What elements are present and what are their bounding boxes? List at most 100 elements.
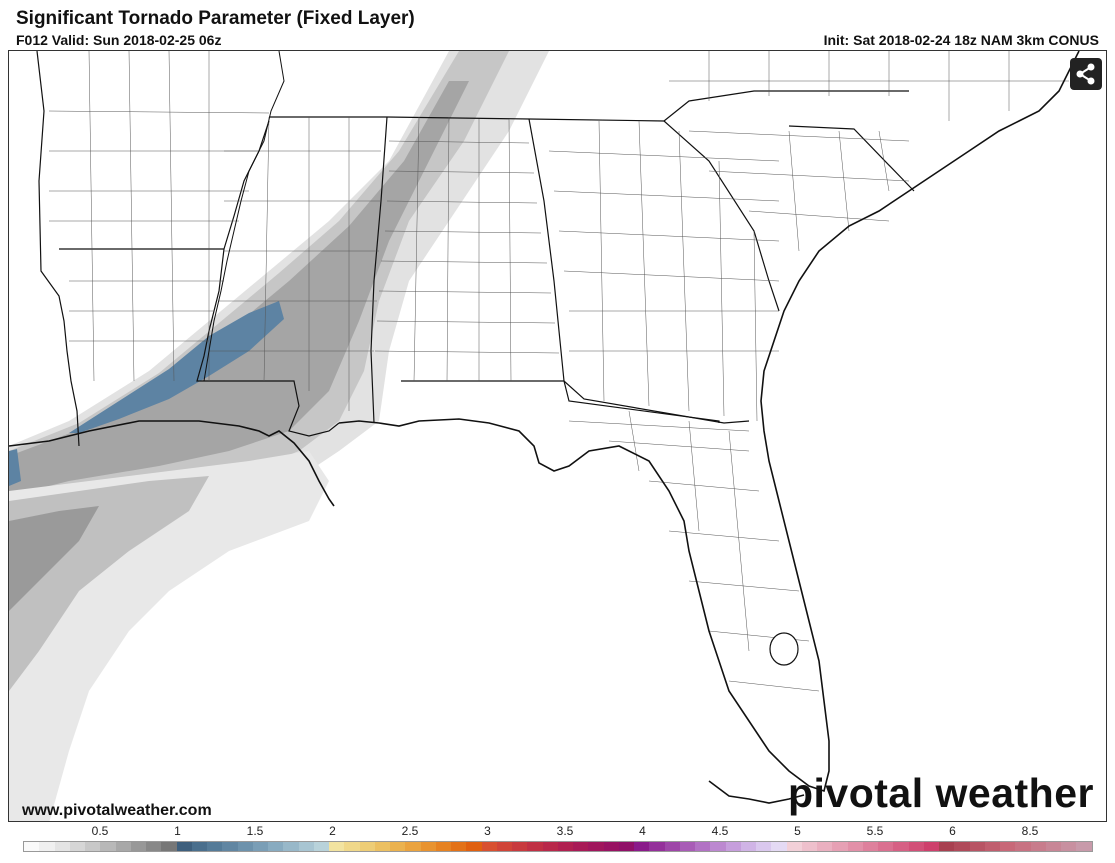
legend-color-bar: [23, 841, 1093, 852]
legend-swatch: [771, 842, 787, 851]
legend-swatch: [756, 842, 772, 851]
county-lines: [48, 51, 1069, 692]
legend-swatch: [512, 842, 528, 851]
legend-swatch: [130, 842, 146, 851]
valid-time: F012 Valid: Sun 2018-02-25 06z: [16, 32, 222, 48]
legend-swatch: [1045, 842, 1061, 851]
legend-swatch: [908, 842, 924, 851]
legend-swatch: [573, 842, 589, 851]
legend-labels: 0.5 1 1.5 2 2.5 3 3.5 4 4.5 5 5.5 6 8.5: [0, 824, 1115, 840]
legend-swatch: [420, 842, 436, 851]
mississippi-river: [203, 51, 285, 382]
legend-swatch: [146, 842, 162, 851]
legend-swatch: [207, 842, 223, 851]
legend-swatch: [390, 842, 406, 851]
legend-swatch: [817, 842, 833, 851]
legend-swatch: [588, 842, 604, 851]
legend-swatch: [329, 842, 345, 851]
legend-swatch: [115, 842, 131, 851]
legend-swatch: [1000, 842, 1016, 851]
legend-swatch: [725, 842, 741, 851]
legend-swatch: [664, 842, 680, 851]
legend-swatch: [695, 842, 711, 851]
legend-swatch: [313, 842, 329, 851]
legend-swatch: [466, 842, 482, 851]
map-title: Significant Tornado Parameter (Fixed Lay…: [16, 8, 415, 29]
legend-swatch: [191, 842, 207, 851]
legend-label: 4.5: [711, 824, 729, 838]
legend-swatch: [405, 842, 421, 851]
legend-label: 1.5: [246, 824, 264, 838]
legend-label: 2: [329, 824, 336, 838]
legend-label: 5: [794, 824, 801, 838]
legend-swatch: [496, 842, 512, 851]
legend-swatch: [435, 842, 451, 851]
legend-swatch: [893, 842, 909, 851]
legend-swatch: [984, 842, 1000, 851]
legend-swatch: [176, 842, 192, 851]
legend-swatch: [969, 842, 985, 851]
map-svg: [9, 51, 1080, 821]
legend-swatch: [69, 842, 85, 851]
lake-okeechobee: [769, 632, 799, 666]
legend-swatch: [359, 842, 375, 851]
legend-swatch: [542, 842, 558, 851]
legend-label: 3.5: [556, 824, 574, 838]
legend-swatch: [252, 842, 268, 851]
website-url[interactable]: www.pivotalweather.com: [22, 802, 212, 819]
legend-swatch: [634, 842, 650, 851]
legend-label: 1: [174, 824, 181, 838]
legend-swatch: [39, 842, 55, 851]
pivotal-weather-logo: pivotal weather: [788, 770, 1094, 816]
legend-swatch: [740, 842, 756, 851]
legend-swatch: [878, 842, 894, 851]
legend-label: 4: [639, 824, 646, 838]
legend-swatch: [954, 842, 970, 851]
legend-swatch: [54, 842, 70, 851]
legend-swatch: [527, 842, 543, 851]
init-time: Init: Sat 2018-02-24 18z NAM 3km CONUS: [823, 32, 1099, 48]
legend-swatch: [222, 842, 238, 851]
state-borders: [36, 51, 915, 447]
legend-swatch: [481, 842, 497, 851]
legend-label: 0.5: [91, 824, 109, 838]
legend-swatch: [1061, 842, 1077, 851]
legend-swatch: [786, 842, 802, 851]
legend-swatch: [100, 842, 116, 851]
map-canvas[interactable]: [8, 50, 1107, 822]
legend-label: 8.5: [1021, 824, 1039, 838]
legend-swatch: [1015, 842, 1031, 851]
legend-swatch: [710, 842, 726, 851]
share-button[interactable]: [1070, 58, 1102, 90]
stp-shading: [9, 51, 549, 821]
legend-swatch: [85, 842, 101, 851]
legend-swatch: [161, 842, 177, 851]
legend-swatch: [847, 842, 863, 851]
legend-swatch: [237, 842, 253, 851]
legend-swatch: [557, 842, 573, 851]
legend-label: 2.5: [401, 824, 419, 838]
legend-swatch: [298, 842, 314, 851]
legend-swatch: [374, 842, 390, 851]
legend-swatch: [939, 842, 955, 851]
legend-swatch: [618, 842, 634, 851]
share-icon: [1076, 63, 1095, 85]
legend-swatch: [451, 842, 467, 851]
legend-swatch: [862, 842, 878, 851]
legend-swatch: [832, 842, 848, 851]
legend-label: 5.5: [866, 824, 884, 838]
legend-swatch: [1076, 842, 1092, 851]
legend-swatch: [344, 842, 360, 851]
legend-swatch: [679, 842, 695, 851]
coastline: [9, 51, 1080, 804]
legend-label: 3: [484, 824, 491, 838]
legend-swatch: [801, 842, 817, 851]
legend-swatch: [24, 842, 40, 851]
legend-swatch: [923, 842, 939, 851]
legend-swatch: [603, 842, 619, 851]
legend-swatch: [649, 842, 665, 851]
legend-swatch: [268, 842, 284, 851]
legend-swatch: [283, 842, 299, 851]
legend-swatch: [1030, 842, 1046, 851]
legend-label: 6: [949, 824, 956, 838]
